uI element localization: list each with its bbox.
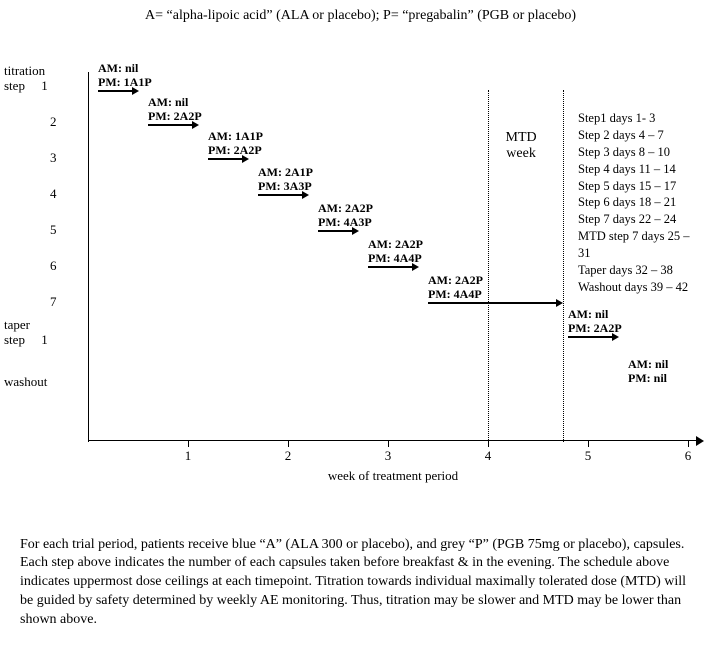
x-tick-label: 4	[485, 448, 492, 464]
mtd-week-label: MTD week	[506, 130, 537, 162]
y-axis-label: 2	[50, 115, 57, 129]
chart-area: 123456 week of treatment period MTD week…	[88, 60, 698, 470]
schedule-line: Step1 days 1- 3	[578, 110, 698, 127]
dose-step-label: AM: 2A2PPM: 4A4P	[428, 274, 483, 302]
x-tick-mark	[588, 441, 589, 447]
schedule-day-ranges: Step1 days 1- 3Step 2 days 4 – 7Step 3 d…	[578, 110, 698, 296]
x-tick-label: 1	[185, 448, 192, 464]
dose-step-label: AM: 2A1PPM: 3A3P	[258, 166, 313, 194]
x-tick-label: 2	[285, 448, 292, 464]
dose-step-arrow-icon	[428, 302, 558, 304]
y-axis-label: taper	[4, 318, 30, 332]
dose-step-label: AM: nilPM: nil	[628, 358, 668, 386]
y-axis-label: 5	[50, 223, 57, 237]
mtd-label-line1: MTD	[506, 130, 537, 146]
x-axis-arrowhead-icon	[696, 436, 704, 446]
x-axis	[88, 440, 698, 442]
dose-step-label: AM: nilPM: 2A2P	[568, 308, 622, 336]
dose-step-label: AM: nilPM: 2A2P	[148, 96, 202, 124]
dose-step-arrow-icon	[258, 194, 304, 196]
y-axis-label: washout	[4, 375, 47, 389]
dose-step-label: AM: 2A2PPM: 4A4P	[368, 238, 423, 266]
x-tick-mark	[388, 441, 389, 447]
schedule-line: Step 4 days 11 – 14	[578, 161, 698, 178]
y-axis	[88, 72, 90, 442]
schedule-line: MTD step 7 days 25 – 31	[578, 228, 698, 262]
dose-step-label: AM: nilPM: 1A1P	[98, 62, 152, 90]
titration-schedule-figure: { "header": "A= \u201calpha-lipoic acid\…	[0, 0, 721, 648]
schedule-line: Step 5 days 15 – 17	[578, 178, 698, 195]
dose-step-arrow-icon	[208, 158, 244, 160]
dose-step-arrow-icon	[148, 124, 194, 126]
dose-step-label: AM: 2A2PPM: 4A3P	[318, 202, 373, 230]
schedule-line: Washout days 39 – 42	[578, 279, 698, 296]
dose-step-label: AM: 1A1PPM: 2A2P	[208, 130, 263, 158]
y-axis-label: 4	[50, 187, 57, 201]
y-axis-label: step 1	[4, 333, 48, 347]
y-axis-label: 3	[50, 151, 57, 165]
footer-paragraph: For each trial period, patients receive …	[20, 536, 701, 630]
schedule-line: Step 3 days 8 – 10	[578, 144, 698, 161]
schedule-line: Step 2 days 4 – 7	[578, 127, 698, 144]
schedule-line: Step 7 days 22 – 24	[578, 211, 698, 228]
dose-step-arrow-icon	[98, 90, 134, 92]
x-tick-mark	[688, 441, 689, 447]
mtd-week-start-line	[488, 90, 489, 442]
mtd-label-line2: week	[506, 146, 537, 162]
x-tick-label: 5	[585, 448, 592, 464]
x-tick-label: 3	[385, 448, 392, 464]
dose-step-arrow-icon	[318, 230, 354, 232]
x-tick-label: 6	[685, 448, 692, 464]
legend-header: A= “alpha-lipoic acid” (ALA or placebo);…	[0, 8, 721, 24]
y-axis-label: titration	[4, 64, 45, 78]
x-tick-mark	[288, 441, 289, 447]
dose-step-arrow-icon	[568, 336, 614, 338]
y-axis-label: step 1	[4, 79, 48, 93]
schedule-line: Taper days 32 – 38	[578, 262, 698, 279]
x-axis-title: week of treatment period	[88, 468, 698, 484]
mtd-week-end-line	[563, 90, 564, 442]
x-tick-mark	[188, 441, 189, 447]
y-axis-label: 6	[50, 259, 57, 273]
dose-step-arrow-icon	[368, 266, 414, 268]
schedule-line: Step 6 days 18 – 21	[578, 194, 698, 211]
y-axis-label: 7	[50, 295, 57, 309]
